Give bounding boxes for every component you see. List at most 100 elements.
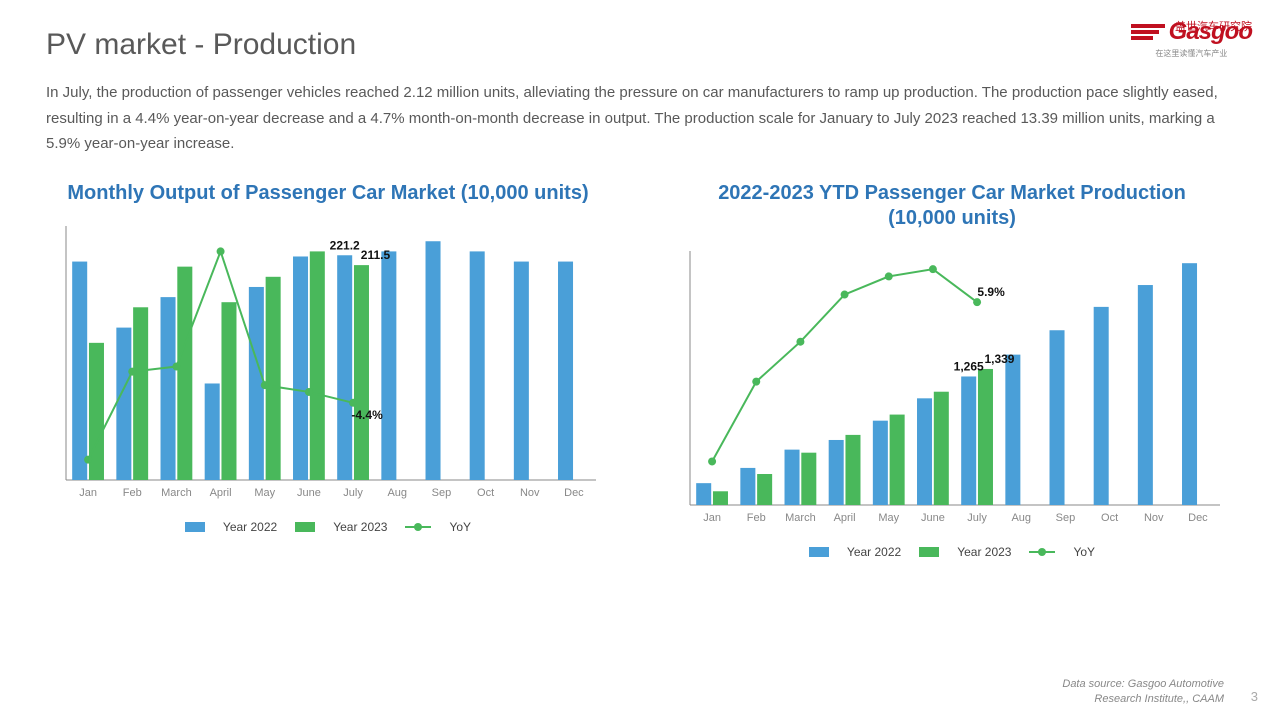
bar-2023 <box>221 302 236 480</box>
bar-2022 <box>873 420 888 504</box>
yoy-marker <box>929 265 937 273</box>
bar-2022 <box>917 398 932 505</box>
category-label: Nov <box>520 487 540 499</box>
category-label: May <box>878 512 899 524</box>
category-label: June <box>297 487 321 499</box>
category-label: Nov <box>1144 512 1164 524</box>
value-label: 211.5 <box>361 248 391 262</box>
source-line-1: Data source: Gasgoo Automotive <box>1062 677 1224 691</box>
bar-2022 <box>337 255 352 480</box>
bar-2022 <box>293 256 308 480</box>
category-label: Oct <box>477 487 494 499</box>
yoy-marker <box>885 272 893 280</box>
yoy-marker <box>128 367 136 375</box>
legend-swatch-2023-r <box>919 547 939 557</box>
category-label: Feb <box>123 487 142 499</box>
bar-2023 <box>177 266 192 479</box>
data-source-footer: Data source: Gasgoo Automotive Research … <box>1062 677 1224 706</box>
value-label: 221.2 <box>330 238 360 252</box>
bar-2022 <box>1182 263 1197 505</box>
category-label: Feb <box>747 512 766 524</box>
category-label: June <box>921 512 945 524</box>
bar-2022 <box>1094 306 1109 504</box>
bar-2023 <box>978 368 993 504</box>
bar-2022 <box>426 241 441 480</box>
bar-2023 <box>845 434 860 504</box>
right-chart-legend: Year 2022 Year 2023 YoY <box>670 545 1234 559</box>
right-chart-svg: JanFebMarchAprilMayJuneJulyAugSepOctNovD… <box>670 241 1230 531</box>
yoy-marker <box>261 381 269 389</box>
category-label: May <box>254 487 275 499</box>
left-chart-panel: Monthly Output of Passenger Car Market (… <box>46 181 610 559</box>
yoy-marker <box>84 455 92 463</box>
legend-swatch-2022-r <box>809 547 829 557</box>
bar-2022 <box>696 483 711 505</box>
bar-2022 <box>1138 285 1153 505</box>
legend-swatch-2023 <box>295 522 315 532</box>
right-chart-panel: 2022-2023 YTD Passenger Car Market Produ… <box>670 181 1234 559</box>
category-label: Dec <box>1188 512 1208 524</box>
brand-logo: 盖世汽车研究院 Gasgoo 在这里读懂汽车产业 <box>1131 18 1252 59</box>
description-text: In July, the production of passenger veh… <box>46 80 1234 157</box>
bar-2023 <box>713 491 728 505</box>
value-label: -4.4% <box>351 407 383 421</box>
category-label: Sep <box>1056 512 1076 524</box>
yoy-marker <box>349 398 357 406</box>
yoy-marker <box>305 387 313 395</box>
category-label: Aug <box>1011 512 1031 524</box>
category-label: April <box>210 487 232 499</box>
bar-2022 <box>470 251 485 480</box>
bar-2022 <box>785 449 800 504</box>
legend-label-2023: Year 2023 <box>333 520 387 534</box>
bar-2023 <box>757 474 772 505</box>
legend-label-2022: Year 2022 <box>223 520 277 534</box>
yoy-marker <box>708 457 716 465</box>
bar-2022 <box>1050 330 1065 505</box>
legend-label-yoy-r: YoY <box>1073 545 1095 559</box>
yoy-marker <box>973 298 981 306</box>
category-label: Jan <box>703 512 721 524</box>
value-label: 1,339 <box>984 351 1014 365</box>
bar-2023 <box>354 265 369 480</box>
legend-line-yoy <box>405 526 431 528</box>
bar-2023 <box>266 276 281 479</box>
right-chart-title: 2022-2023 YTD Passenger Car Market Produ… <box>670 181 1234 231</box>
bar-2023 <box>133 307 148 480</box>
bar-2022 <box>1005 354 1020 504</box>
bar-2023 <box>890 414 905 504</box>
yoy-marker <box>217 247 225 255</box>
category-label: Jan <box>79 487 97 499</box>
value-label: 1,265 <box>954 359 984 373</box>
bar-2022 <box>72 261 87 479</box>
bar-2022 <box>740 467 755 504</box>
bar-2022 <box>116 327 131 479</box>
bar-2023 <box>801 452 816 504</box>
bar-2023 <box>310 251 325 480</box>
bar-2022 <box>514 261 529 479</box>
legend-line-yoy-r <box>1029 551 1055 553</box>
legend-label-yoy: YoY <box>449 520 471 534</box>
bar-2022 <box>205 383 220 480</box>
bar-2022 <box>961 376 976 505</box>
bar-2022 <box>829 439 844 504</box>
yoy-marker <box>796 337 804 345</box>
bar-2022 <box>381 251 396 480</box>
logo-cn-top: 盖世汽车研究院 <box>1175 16 1252 34</box>
category-label: July <box>343 487 363 499</box>
left-chart-svg: JanFebMarchAprilMayJuneJulyAugSepOctNovD… <box>46 216 606 506</box>
bar-2022 <box>161 297 176 480</box>
yoy-marker <box>841 290 849 298</box>
logo-subtext: 在这里读懂汽车产业 <box>1131 48 1252 59</box>
bar-2023 <box>934 391 949 504</box>
category-label: Sep <box>432 487 452 499</box>
left-chart-legend: Year 2022 Year 2023 YoY <box>46 520 610 534</box>
legend-swatch-2022 <box>185 522 205 532</box>
category-label: July <box>967 512 987 524</box>
legend-label-2022-r: Year 2022 <box>847 545 901 559</box>
source-line-2: Research Institute,, CAAM <box>1062 692 1224 706</box>
category-label: Oct <box>1101 512 1118 524</box>
category-label: Aug <box>387 487 407 499</box>
logo-stripes-icon <box>1131 24 1165 40</box>
page-number: 3 <box>1251 689 1258 704</box>
yoy-marker <box>752 377 760 385</box>
